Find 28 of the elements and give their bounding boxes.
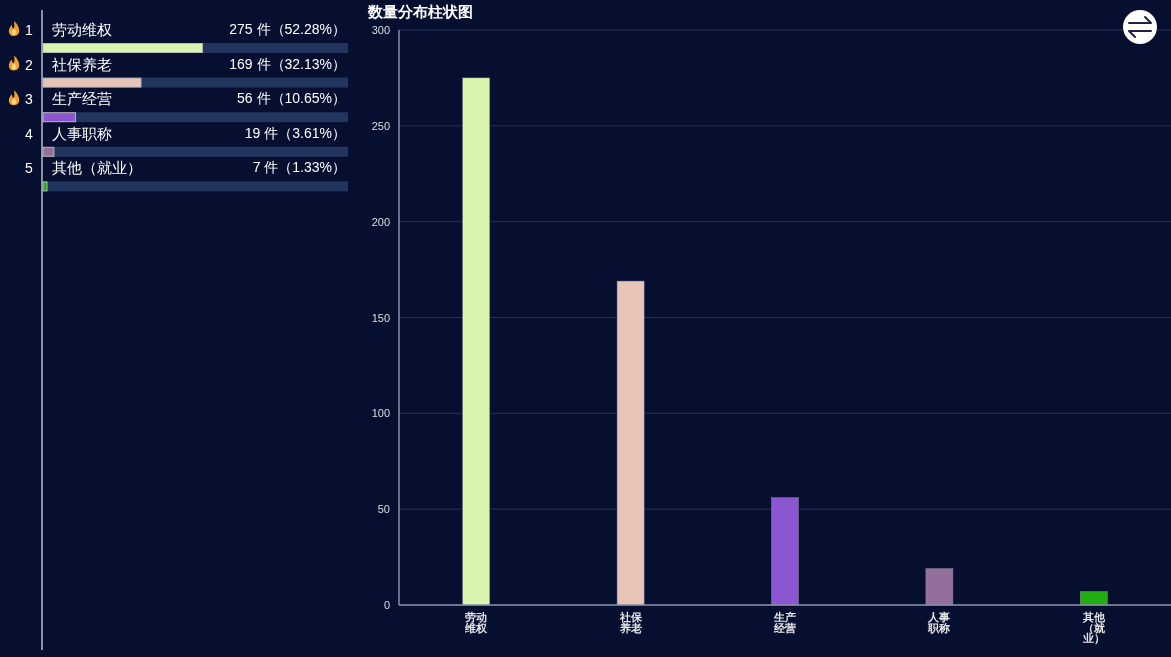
category-label: 社保养老 xyxy=(52,55,112,73)
value-label: 19 件（3.61%） xyxy=(244,124,346,141)
category-label: 劳动维权 xyxy=(52,21,112,38)
y-tick-label: 250 xyxy=(371,119,390,132)
y-tick-label: 50 xyxy=(377,503,390,516)
x-tick-label: 生产经营 xyxy=(774,611,796,634)
x-tick-label: 劳动维权 xyxy=(465,611,488,634)
rank-label: 4 xyxy=(25,125,33,142)
value-label: 275 件（52.28%） xyxy=(229,21,346,37)
title: 数量分布柱状图 xyxy=(368,3,473,20)
y-tick-label: 200 xyxy=(371,215,390,228)
rank-label: 2 xyxy=(25,56,33,73)
value-label: 56 件（10.65%） xyxy=(237,90,346,107)
y-tick-label: 300 xyxy=(371,24,390,36)
y-tick-label: 100 xyxy=(371,407,390,420)
category-label: 人事职称 xyxy=(52,124,112,142)
category-label: 其他（就业） xyxy=(52,159,142,177)
x-tick-label: 社保养老 xyxy=(619,611,642,634)
rank-label: 1 xyxy=(25,22,33,38)
x-tick-label: 人事职称 xyxy=(928,611,951,634)
category-label: 生产经营 xyxy=(52,90,112,108)
x-tick-label: 其他（就业） xyxy=(1082,611,1105,644)
y-tick-label: 0 xyxy=(383,599,390,611)
value-label: 169 件（32.13%） xyxy=(229,55,346,72)
rank-label: 5 xyxy=(25,160,33,177)
value-label: 7 件（1.33%） xyxy=(252,159,346,176)
rank-label: 3 xyxy=(25,91,33,108)
y-tick-label: 150 xyxy=(371,311,390,324)
